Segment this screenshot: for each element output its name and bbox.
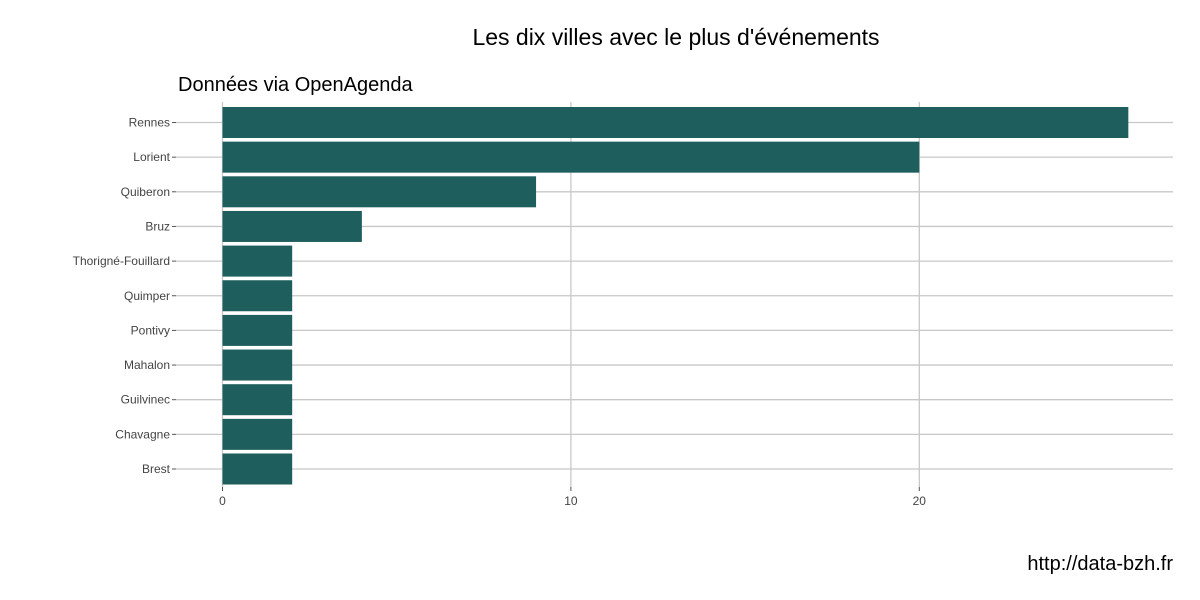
bar-quimper bbox=[222, 280, 293, 312]
bar-pontivy bbox=[222, 314, 293, 346]
y-tick-label: Quiberon bbox=[121, 185, 170, 199]
x-axis: 0 10 20 bbox=[219, 487, 926, 508]
chart-subtitle: Données via OpenAgenda bbox=[178, 74, 413, 96]
bar-lorient bbox=[222, 141, 920, 173]
bar-thorign-fouillard bbox=[222, 245, 293, 277]
y-tick-label: Mahalon bbox=[124, 358, 170, 372]
x-tick-label: 0 bbox=[219, 494, 226, 508]
x-tick-label: 20 bbox=[913, 494, 927, 508]
bar-bruz bbox=[222, 210, 362, 242]
y-tick-label: Thorigné-Fouillard bbox=[73, 254, 170, 268]
y-tick-label: Lorient bbox=[133, 150, 170, 164]
chart-title: Les dix villes avec le plus d'événements bbox=[472, 24, 879, 50]
y-tick-label: Chavagne bbox=[115, 427, 170, 441]
y-tick-label: Rennes bbox=[129, 116, 170, 130]
y-tick-label: Quimper bbox=[124, 289, 170, 303]
bar-quiberon bbox=[222, 176, 537, 208]
bar-mahalon bbox=[222, 349, 293, 381]
y-tick-label: Bruz bbox=[145, 219, 170, 233]
y-tick-label: Brest bbox=[142, 462, 171, 476]
bar-chavagne bbox=[222, 418, 293, 450]
x-tick-label: 10 bbox=[564, 494, 578, 508]
y-tick-label: Guilvinec bbox=[121, 393, 170, 407]
bars bbox=[222, 107, 1129, 485]
bar-rennes bbox=[222, 107, 1129, 138]
bar-guilvinec bbox=[222, 384, 293, 416]
chart-caption: http://data-bzh.fr bbox=[1027, 553, 1173, 575]
y-tick-label: Pontivy bbox=[131, 323, 170, 337]
y-axis: Rennes Lorient Quiberon Bruz Thorigné-Fouill… bbox=[73, 116, 176, 476]
bar-brest bbox=[222, 453, 293, 485]
